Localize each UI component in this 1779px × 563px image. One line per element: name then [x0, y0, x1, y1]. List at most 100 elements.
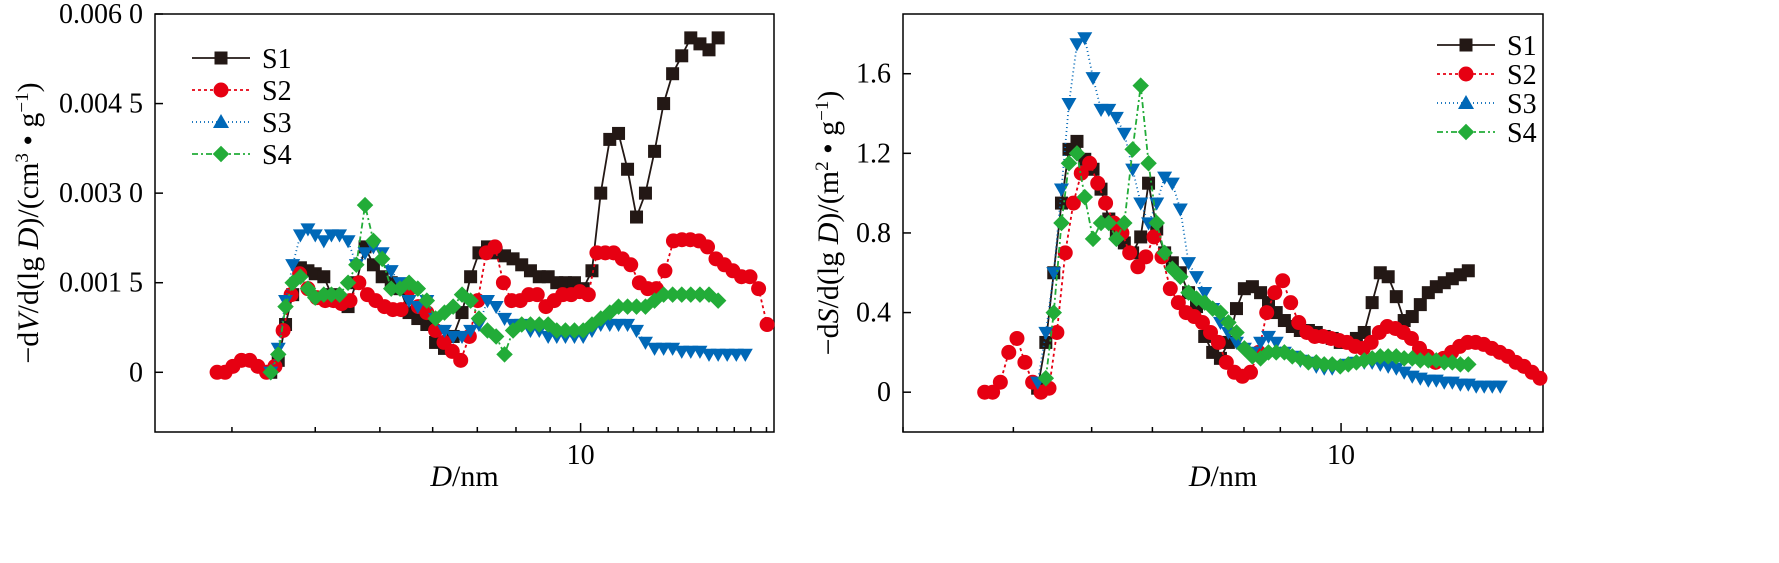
data-point	[316, 235, 332, 249]
data-point	[292, 268, 309, 285]
data-point	[277, 298, 294, 315]
data-point	[675, 49, 689, 63]
data-point	[444, 298, 462, 315]
y-tick-label: 1.6	[856, 59, 891, 90]
data-point	[610, 298, 627, 315]
data-point	[462, 292, 479, 309]
data-point	[1098, 195, 1114, 211]
data-point	[487, 239, 503, 255]
data-point	[496, 346, 513, 363]
data-point	[531, 316, 548, 333]
data-point	[487, 328, 505, 345]
data-point	[1049, 324, 1065, 340]
data-point	[623, 257, 639, 273]
data-point	[453, 352, 469, 368]
data-point	[1460, 356, 1477, 373]
y-tick-label: 0.4	[856, 298, 891, 329]
data-point	[300, 223, 316, 237]
data-point	[479, 295, 495, 309]
y-tick-label: 0.006 0	[59, 0, 143, 30]
data-point	[382, 280, 400, 297]
data-point	[664, 286, 681, 303]
data-point	[1532, 370, 1548, 386]
data-point	[1363, 334, 1379, 350]
x-tick-label: 10	[567, 440, 595, 471]
data-point	[292, 229, 308, 243]
data-point	[470, 310, 488, 327]
data-point	[418, 292, 436, 309]
data-point	[455, 306, 469, 320]
data-point	[1228, 324, 1245, 341]
data-point	[620, 318, 636, 333]
data-point	[629, 324, 645, 338]
data-point	[1101, 103, 1117, 118]
data-point	[1037, 370, 1055, 387]
data-point	[1122, 245, 1138, 261]
series-S2	[977, 155, 1548, 400]
x-tick-label: 10	[1327, 440, 1355, 471]
data-point	[348, 256, 365, 274]
data-point	[513, 316, 530, 333]
data-point	[1218, 354, 1234, 370]
data-point	[1132, 77, 1149, 94]
x-axis-title: D/nm	[429, 460, 498, 493]
data-point	[1220, 314, 1237, 331]
data-point	[1194, 315, 1210, 331]
data-point	[1148, 214, 1165, 232]
y-tick-label: 0.003 0	[59, 178, 143, 209]
data-point	[1116, 127, 1132, 141]
legend-marker	[214, 51, 228, 65]
data-point	[342, 293, 358, 309]
data-point	[463, 324, 479, 338]
data-point	[1146, 229, 1162, 245]
data-point	[1229, 302, 1243, 316]
data-point	[1357, 325, 1371, 339]
data-point	[1164, 177, 1180, 191]
y-tick-label: 0.8	[856, 218, 891, 249]
data-point	[1492, 380, 1508, 394]
data-point	[365, 232, 382, 250]
data-point	[1267, 285, 1283, 301]
series-line-S1	[269, 36, 719, 373]
data-point	[454, 330, 470, 344]
data-point	[759, 317, 775, 333]
data-point	[464, 270, 478, 284]
data-point	[1065, 195, 1081, 211]
data-point	[1053, 214, 1070, 232]
legend-label: S4	[1507, 118, 1537, 149]
series-S3	[1030, 32, 1508, 394]
legend-label: S3	[262, 108, 292, 139]
data-point	[317, 270, 331, 284]
data-point	[1243, 364, 1259, 380]
data-point	[585, 264, 599, 278]
data-point	[1100, 214, 1118, 232]
legend-marker	[213, 114, 229, 128]
data-point	[1108, 111, 1124, 126]
legend-label: S1	[262, 44, 292, 75]
data-point	[436, 324, 452, 338]
data-point	[1082, 155, 1098, 171]
data-point	[1405, 310, 1419, 324]
data-point	[410, 300, 426, 315]
data-point	[356, 196, 374, 214]
data-point	[1212, 304, 1229, 321]
data-point	[357, 247, 373, 261]
data-point	[1268, 336, 1284, 350]
data-point	[1070, 134, 1084, 148]
data-point	[529, 287, 545, 303]
data-point	[711, 31, 725, 45]
legend-marker	[1458, 95, 1474, 109]
data-point	[751, 281, 767, 297]
data-point	[1133, 197, 1149, 211]
data-point	[1045, 304, 1063, 321]
data-point	[1259, 305, 1275, 321]
data-point	[1054, 196, 1068, 210]
data-point	[1090, 175, 1106, 191]
y-tick-label: 0.004 5	[59, 89, 143, 120]
data-point	[269, 346, 287, 363]
data-point	[1116, 214, 1133, 232]
data-point	[1162, 281, 1178, 297]
data-point	[1142, 176, 1156, 190]
data-point	[1261, 330, 1277, 344]
